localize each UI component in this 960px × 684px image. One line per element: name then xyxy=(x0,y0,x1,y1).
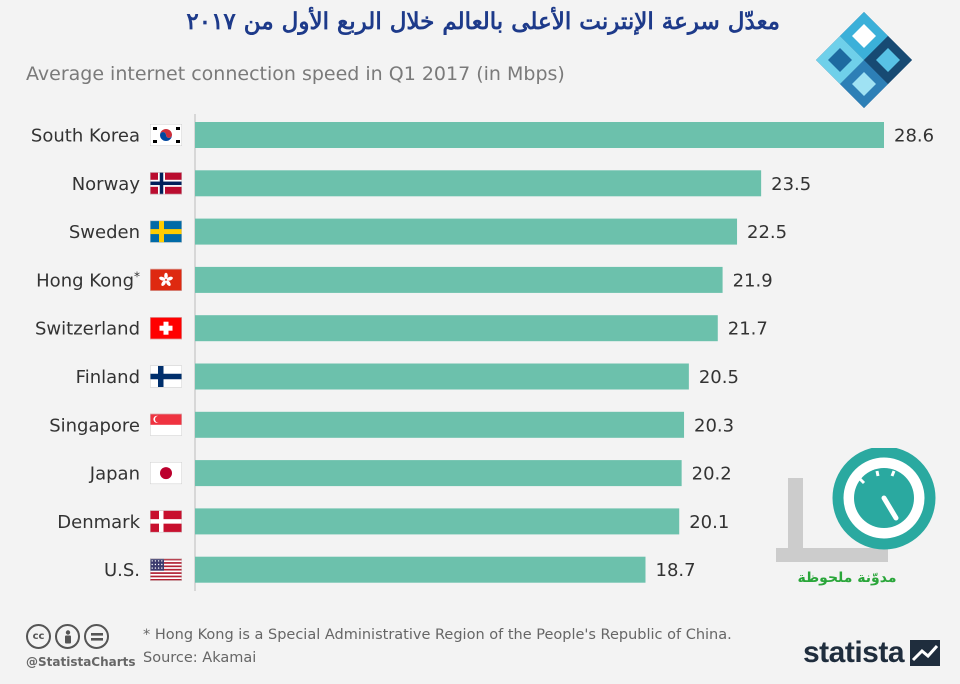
cc-icon: cc xyxy=(26,624,51,649)
switzerland-flag xyxy=(150,317,182,340)
sweden-flag xyxy=(150,220,182,243)
bar xyxy=(195,508,680,535)
category-label: Sweden xyxy=(69,222,140,243)
bar-value-label: 18.7 xyxy=(656,560,696,581)
bar xyxy=(195,122,884,148)
twitter-handle: @StatistaCharts xyxy=(26,655,136,669)
speedometer-watermark-icon xyxy=(776,448,936,562)
bar-value-label: 21.7 xyxy=(728,319,768,340)
bar-value-label: 20.2 xyxy=(692,464,732,485)
japan-flag xyxy=(150,462,182,485)
bar-value-label: 20.1 xyxy=(689,512,729,533)
watermark-label: مدوّنة ملحوظة xyxy=(797,570,897,586)
diamond-logo-icon xyxy=(816,12,912,108)
license-icons: cc xyxy=(26,624,109,649)
category-label: Denmark xyxy=(57,512,140,533)
singapore-flag xyxy=(150,413,182,436)
bar xyxy=(195,460,682,487)
category-label: U.S. xyxy=(104,560,140,581)
bar xyxy=(195,170,762,197)
bar-value-label: 21.9 xyxy=(733,270,773,291)
bar xyxy=(195,315,718,342)
finland-flag xyxy=(150,365,182,388)
category-label: Switzerland xyxy=(35,319,140,340)
chart-subtitle: Average internet connection speed in Q1 … xyxy=(26,63,565,85)
by-icon xyxy=(55,624,80,649)
bar-value-label: 23.5 xyxy=(771,174,811,195)
bar xyxy=(195,218,738,245)
bar-value-label: 20.5 xyxy=(699,367,739,388)
statista-mark-icon xyxy=(910,640,941,666)
bar xyxy=(195,411,685,438)
bar xyxy=(195,266,723,293)
norway-flag xyxy=(150,172,182,195)
statista-logo: statista xyxy=(803,636,941,670)
bar-value-label: 28.6 xyxy=(894,126,934,147)
category-label: Singapore xyxy=(49,415,140,436)
bar-value-label: 22.5 xyxy=(747,222,787,243)
footnote: * Hong Kong is a Special Administrative … xyxy=(143,627,732,643)
bar xyxy=(195,363,689,390)
category-label: Hong Kong* xyxy=(36,269,140,291)
us-flag xyxy=(150,558,182,581)
chart-title: معدّل سرعة الإنترنت الأعلى بالعالم خلال … xyxy=(186,8,780,35)
south-korea-flag xyxy=(150,124,182,146)
statista-wordmark: statista xyxy=(803,636,905,669)
category-label: Finland xyxy=(76,367,140,388)
category-label: Japan xyxy=(89,464,140,485)
source-note: Source: Akamai xyxy=(143,650,257,666)
denmark-flag xyxy=(150,510,182,533)
category-label: South Korea xyxy=(31,126,140,147)
bar-value-label: 20.3 xyxy=(694,415,734,436)
category-label: Norway xyxy=(72,174,141,195)
bar xyxy=(195,556,646,583)
nd-icon xyxy=(84,624,109,649)
hong-kong-flag xyxy=(150,268,182,291)
